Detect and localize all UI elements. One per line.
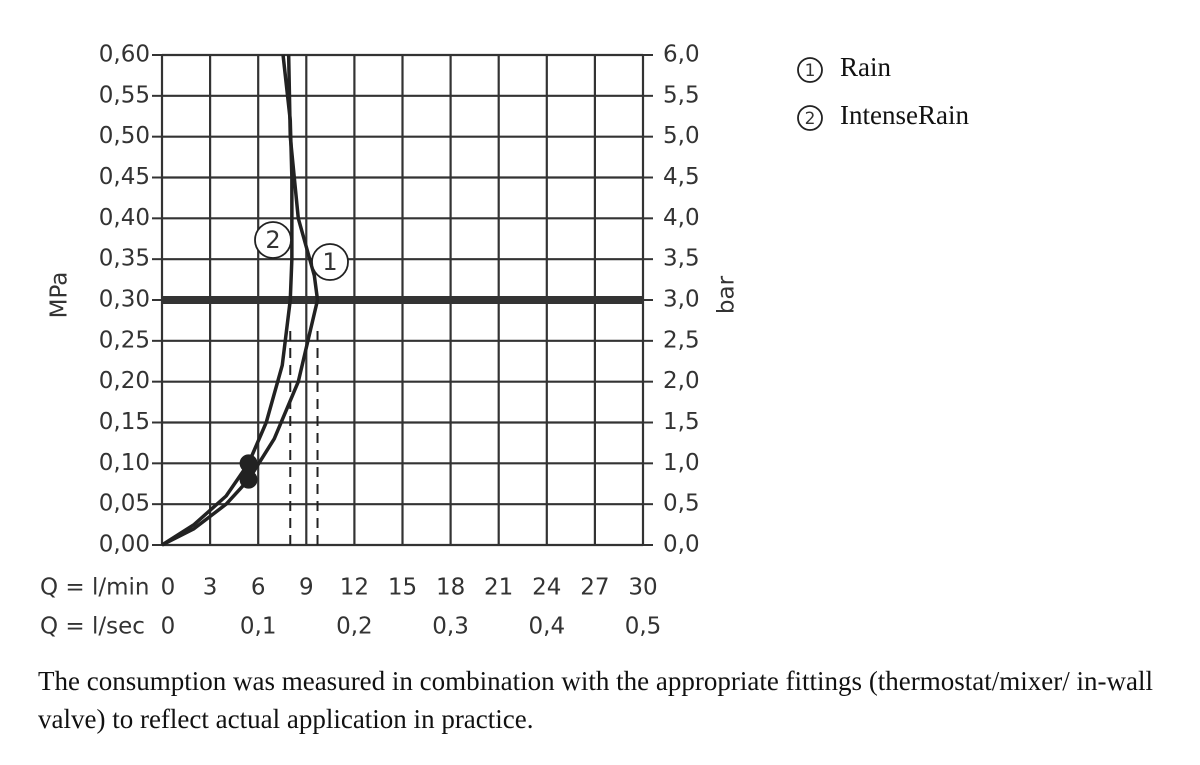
x2-axis-label: Q = l/sec [40,614,145,640]
y2-tick-label: 2,0 [663,368,700,394]
curve-label: 2 [265,226,280,254]
y-tick-label: 0,55 [99,82,150,108]
series-line [161,54,294,547]
x-axis-label: Q = l/min [40,575,150,601]
y-axis-label: MPa [47,272,73,319]
y2-tick-label: 5,5 [663,82,700,108]
legend-number-circle [797,57,823,83]
y-tick-label: 0,40 [99,205,150,231]
x-tick-label: 21 [484,575,513,601]
y-tick-label: 0,35 [99,246,150,272]
y-tick-label: 0,20 [99,368,150,394]
legend-number: 1 [805,61,816,81]
y-tick-label: 0,05 [99,491,150,517]
y2-tick-label: 1,5 [663,409,700,435]
x2-tick-label: 0,3 [432,614,469,640]
y2-tick-label: 1,0 [663,450,700,476]
y-tick-label: 0,15 [99,409,150,435]
series-marker [239,454,258,473]
x-tick-label: 18 [436,575,465,601]
curve-label-circle [311,243,349,281]
x2-tick-label: 0,2 [336,614,373,640]
legend-number-circle [797,105,823,131]
y2-tick-label: 0,5 [663,491,700,517]
y2-tick-label: 6,0 [663,42,700,68]
y2-tick-label: 5,0 [663,123,700,149]
x-tick-label: 30 [628,575,657,601]
x-tick-label: 12 [340,575,369,601]
x-tick-label: 9 [299,575,314,601]
x-tick-label: 15 [388,575,417,601]
y-tick-label: 0,00 [99,532,150,558]
y2-tick-label: 3,0 [663,287,700,313]
x-tick-label: 0 [161,575,176,601]
y-tick-label: 0,50 [99,123,150,149]
y2-tick-label: 4,5 [663,164,700,190]
chart: Q = l/min Q = l/sec MPa bar 0 3 6 9 12 15 18 21… [40,42,969,640]
y2-axis-label: bar [714,275,740,314]
x-tick-label: 24 [532,575,561,601]
x-tick-label: 27 [580,575,609,601]
x2-tick-label: 0,1 [240,614,277,640]
x-tick-label: 6 [251,575,266,601]
y2-tick-label: 0,0 [663,532,700,558]
legend-entry: IntenseRain [840,100,969,130]
y2-tick-label: 2,5 [663,327,700,353]
y2-tick-label: 3,5 [663,246,700,272]
y-tick-label: 0,45 [99,164,150,190]
series-marker [239,470,258,489]
x2-tick-label: 0 [161,614,176,640]
y-tick-label: 0,30 [99,287,150,313]
curve-label: 1 [322,248,337,276]
footnote: The consumption was measured in combinat… [38,666,1153,734]
y-tick-label: 0,60 [99,42,150,68]
x-tick-label: 3 [203,575,218,601]
legend-number: 2 [805,109,816,129]
x2-tick-label: 0,4 [529,614,566,640]
y-tick-label: 0,25 [99,327,150,353]
curve-label-circle [254,221,292,259]
y2-tick-label: 4,0 [663,205,700,231]
series-line [161,54,320,547]
x2-tick-label: 0,5 [625,614,662,640]
legend-entry: Rain [840,52,891,82]
y-tick-label: 0,10 [99,450,150,476]
